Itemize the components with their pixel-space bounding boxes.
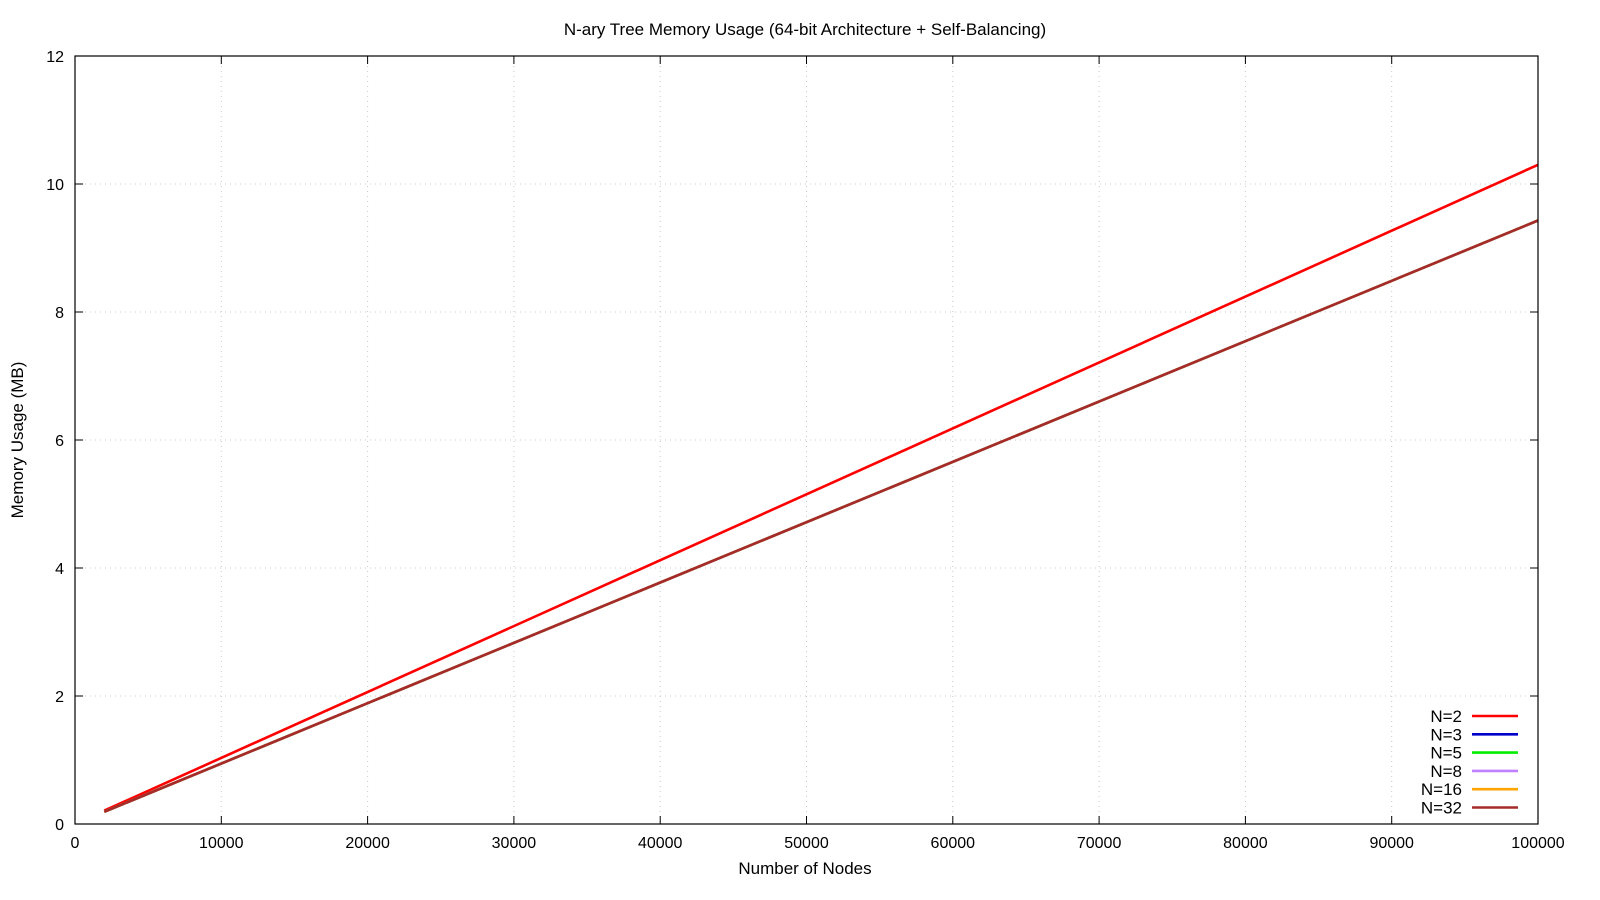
x-tick-label: 0 <box>71 835 80 852</box>
series-line-n32 <box>103 219 1539 814</box>
legend-label: N=3 <box>1430 725 1462 744</box>
x-tick-label: 40000 <box>638 835 683 852</box>
x-axis-title: Number of Nodes <box>738 859 871 878</box>
grid <box>75 56 1538 824</box>
legend-label: N=2 <box>1430 707 1462 726</box>
x-axis-tick-labels: 0 10000 20000 30000 40000 50000 60000 70000 8000… <box>71 835 1565 852</box>
legend-label: N=8 <box>1430 762 1462 781</box>
series-line-n2 <box>103 163 1539 812</box>
series-lines <box>103 163 1539 814</box>
y-tick-label: 4 <box>55 561 64 578</box>
x-tick-label: 10000 <box>199 835 244 852</box>
y-tick-label: 0 <box>55 817 64 834</box>
y-axis-title: Memory Usage (MB) <box>8 362 27 519</box>
x-tick-label: 80000 <box>1223 835 1268 852</box>
x-tick-label: 60000 <box>931 835 976 852</box>
x-tick-label: 30000 <box>492 835 537 852</box>
x-tick-label: 90000 <box>1369 835 1414 852</box>
legend-label: N=32 <box>1421 799 1462 818</box>
legend: N=2N=3N=5N=8N=16N=32 <box>1421 707 1518 818</box>
x-tick-label: 100000 <box>1511 835 1564 852</box>
x-tick-label: 70000 <box>1077 835 1122 852</box>
x-tick-label: 50000 <box>784 835 829 852</box>
y-tick-label: 8 <box>55 305 64 322</box>
y-tick-label: 2 <box>55 689 64 706</box>
y-tick-label: 6 <box>55 433 64 450</box>
chart-title: N-ary Tree Memory Usage (64-bit Architec… <box>564 20 1046 39</box>
y-tick-label: 10 <box>46 177 64 194</box>
y-axis-tick-labels: 0 2 4 6 8 10 12 <box>46 49 64 834</box>
y-tick-label: 12 <box>46 49 64 66</box>
legend-label: N=16 <box>1421 780 1462 799</box>
x-tick-label: 20000 <box>345 835 390 852</box>
axis-ticks <box>74 55 1539 825</box>
legend-label: N=5 <box>1430 744 1462 763</box>
